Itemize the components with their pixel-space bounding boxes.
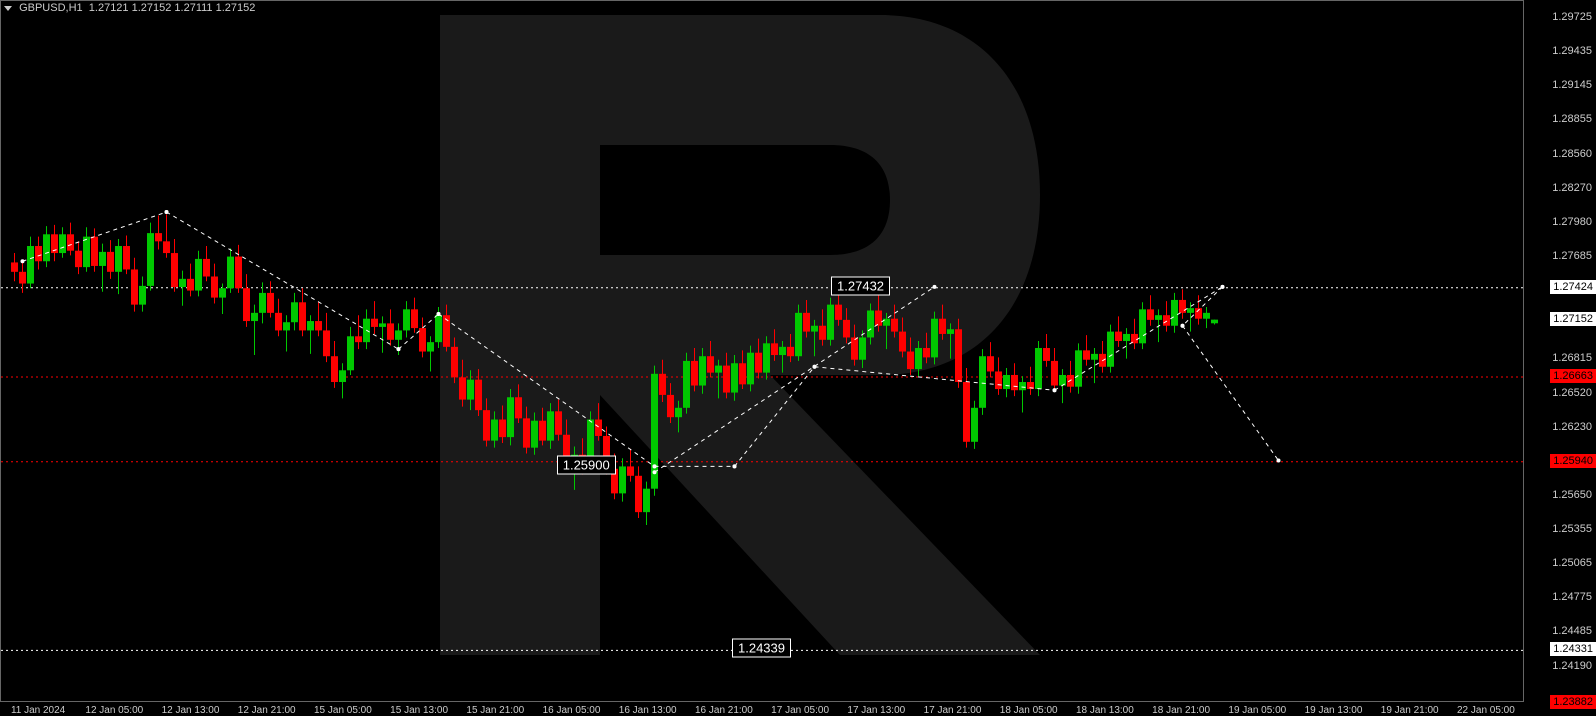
time-axis-tick: 18 Jan 13:00 (1076, 705, 1134, 716)
price-axis-tick: 1.29145 (1552, 79, 1592, 91)
price-axis-tick: 1.27685 (1552, 250, 1592, 262)
price-axis-badge: 1.27424 (1550, 280, 1596, 294)
time-axis-tick: 16 Jan 05:00 (543, 705, 601, 716)
time-axis-tick: 18 Jan 05:00 (1000, 705, 1058, 716)
chart-title-bar[interactable]: GBPUSD,H1 1.27121 1.27152 1.27111 1.2715… (4, 2, 255, 14)
chart-container: GBPUSD,H1 1.27121 1.27152 1.27111 1.2715… (0, 0, 1596, 716)
price-axis-badge: 1.25940 (1550, 454, 1596, 468)
price-axis-tick: 1.27980 (1552, 216, 1592, 228)
time-axis-tick: 17 Jan 21:00 (924, 705, 982, 716)
time-axis-tick: 15 Jan 21:00 (466, 705, 524, 716)
price-label-box: 1.27432 (831, 276, 890, 295)
time-axis-tick: 15 Jan 05:00 (314, 705, 372, 716)
symbol-label: GBPUSD (19, 2, 65, 14)
price-axis-badge: 1.24331 (1550, 642, 1596, 656)
time-axis-tick: 16 Jan 21:00 (695, 705, 753, 716)
price-axis-tick: 1.24485 (1552, 625, 1592, 637)
time-axis-tick: 22 Jan 05:00 (1457, 705, 1515, 716)
price-axis-tick: 1.26815 (1552, 352, 1592, 364)
time-axis-tick: 12 Jan 21:00 (238, 705, 296, 716)
ohlc-label: 1.27121 1.27152 1.27111 1.27152 (89, 2, 256, 14)
chart-svg (1, 1, 1525, 703)
time-axis-tick: 17 Jan 05:00 (771, 705, 829, 716)
price-axis-tick: 1.28560 (1552, 148, 1592, 160)
price-label-box: 1.25900 (557, 456, 616, 475)
time-axis-tick: 12 Jan 05:00 (85, 705, 143, 716)
time-axis-tick: 18 Jan 21:00 (1152, 705, 1210, 716)
price-axis-tick: 1.28270 (1552, 182, 1592, 194)
price-axis-tick: 1.26230 (1552, 421, 1592, 433)
price-axis: 1.29725 1.29435 1.29145 1.28855 1.28560 1.282… (1524, 0, 1596, 716)
price-axis-tick: 1.25355 (1552, 523, 1592, 535)
price-axis-tick: 1.24775 (1552, 591, 1592, 603)
price-axis-tick: 1.25650 (1552, 489, 1592, 501)
time-axis-tick: 12 Jan 13:00 (162, 705, 220, 716)
timeframe-label: H1 (69, 2, 83, 14)
time-axis: 11 Jan 2024 12 Jan 05:00 12 Jan 13:00 12 Ja… (0, 702, 1524, 716)
time-axis-tick: 19 Jan 05:00 (1228, 705, 1286, 716)
price-axis-tick: 1.26520 (1552, 387, 1592, 399)
time-axis-tick: 19 Jan 21:00 (1381, 705, 1439, 716)
price-axis-tick: 1.28855 (1552, 113, 1592, 125)
price-axis-badge: 1.26663 (1550, 369, 1596, 383)
price-axis-tick: 1.24190 (1552, 660, 1592, 672)
price-axis-tick: 1.29435 (1552, 45, 1592, 57)
time-axis-tick: 11 Jan 2024 (11, 705, 65, 716)
price-label-box: 1.24339 (732, 639, 791, 658)
time-axis-tick: 16 Jan 13:00 (619, 705, 677, 716)
dropdown-icon[interactable] (4, 6, 12, 11)
price-axis-badge: 1.27152 (1550, 312, 1596, 326)
price-axis-tick: 1.29725 (1552, 11, 1592, 23)
time-axis-tick: 17 Jan 13:00 (847, 705, 905, 716)
time-axis-tick: 19 Jan 13:00 (1305, 705, 1363, 716)
time-axis-tick: 15 Jan 13:00 (390, 705, 448, 716)
plot-area[interactable] (0, 0, 1524, 702)
price-axis-badge: 1.23882 (1550, 695, 1596, 709)
price-axis-tick: 1.25065 (1552, 557, 1592, 569)
